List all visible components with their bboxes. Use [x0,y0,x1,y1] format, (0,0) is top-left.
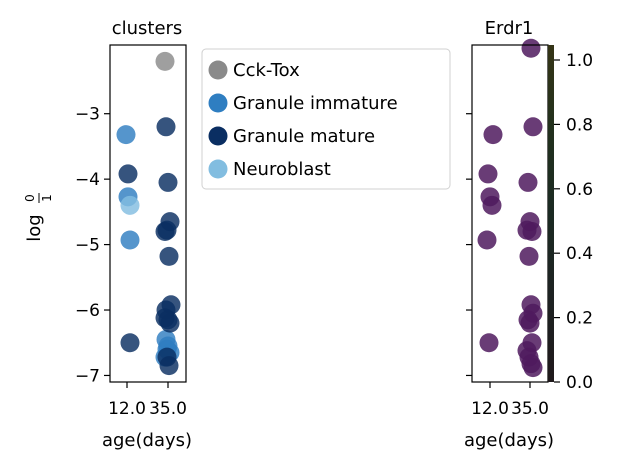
colorbar-tick-label: 0.2 [566,309,593,329]
x-tick-label: 12.0 [108,399,146,419]
legend-marker [208,60,228,80]
erdr1-points [477,38,543,378]
cluster-point [120,333,140,353]
colorbar-tick-label: 0.6 [566,180,593,200]
legend: Cck-Tox Granule immature Granule mature Neu… [201,48,451,190]
erdr1-point [479,333,499,353]
cluster-point [116,125,136,145]
erdr1-point [478,164,498,184]
colorbar-tick-label: 0.8 [566,115,593,135]
colorbar-tick-label: 0.4 [566,244,593,264]
legend-label: Neuroblast [233,159,331,180]
ylabel-base: log [24,214,45,241]
erdr1-point [517,220,537,240]
cluster-point [159,356,179,376]
y-tick-label: −6 [75,301,100,321]
erdr1-panel: Erdr1 12.0 35.0 age(days) 0.0 0.2 0.4 0.6 0.8… [464,18,593,451]
erdr1-point [519,246,539,266]
cluster-point [158,172,178,192]
erdr1-xlabel: age(days) [464,430,554,451]
clusters-title: clusters [112,18,183,39]
y-tick-label: −4 [75,170,100,190]
legend-marker [208,93,228,113]
ylabel-frac-den: 1 [40,194,54,202]
clusters-axes-frame [109,44,187,383]
colorbar-ticks: 0.0 0.2 0.4 0.6 0.8 1.0 [554,51,593,393]
colorbar-tick-label: 1.0 [566,51,593,71]
cluster-point [157,220,177,240]
legend-frame [201,48,451,190]
cluster-point [118,164,138,184]
ylabel-frac-num: 0 [23,194,37,202]
legend-marker [208,159,228,179]
cluster-point [155,51,175,71]
erdr1-point [520,313,540,333]
legend-label: Cck-Tox [233,60,300,81]
erdr1-point [482,195,502,215]
y-tick-label: −7 [75,366,100,386]
cluster-point [156,117,176,137]
legend-marker [208,126,228,146]
cluster-point [159,246,179,266]
erdr1-point [521,38,541,58]
colorbar-tick-label: 0.0 [566,373,593,393]
clusters-xlabel: age(days) [102,430,192,451]
clusters-points [116,51,181,376]
y-axis-ticks: −7 −6 −5 −4 −3 [75,105,110,386]
y-tick-label: −5 [75,236,100,256]
cluster-point [120,230,140,250]
y-tick-label: −3 [75,105,100,125]
cluster-point [120,195,140,215]
erdr1-title: Erdr1 [485,18,534,39]
x-tick-label: 35.0 [511,399,549,419]
legend-label: Granule immature [233,93,398,114]
erdr1-x-ticks: 12.0 35.0 [471,382,549,419]
erdr1-y-ticks [466,113,472,377]
x-tick-label: 35.0 [149,399,187,419]
erdr1-axes-frame [471,44,549,383]
clusters-panel: clusters −7 −6 −5 −4 −3 12.0 35.0 age(days) l… [23,18,192,451]
erdr1-point [523,358,543,378]
erdr1-point [518,172,538,192]
x-axis-ticks: 12.0 35.0 [108,382,187,419]
erdr1-point [523,117,543,137]
legend-items: Cck-Tox Granule immature Granule mature Neu… [208,60,398,180]
erdr1-point [477,230,497,250]
legend-label: Granule mature [233,126,375,147]
cluster-point [155,308,175,328]
x-tick-label: 12.0 [471,399,509,419]
colorbar-gradient [548,45,554,382]
y-axis-label: log 0 1 [23,193,54,242]
erdr1-point [483,125,503,145]
